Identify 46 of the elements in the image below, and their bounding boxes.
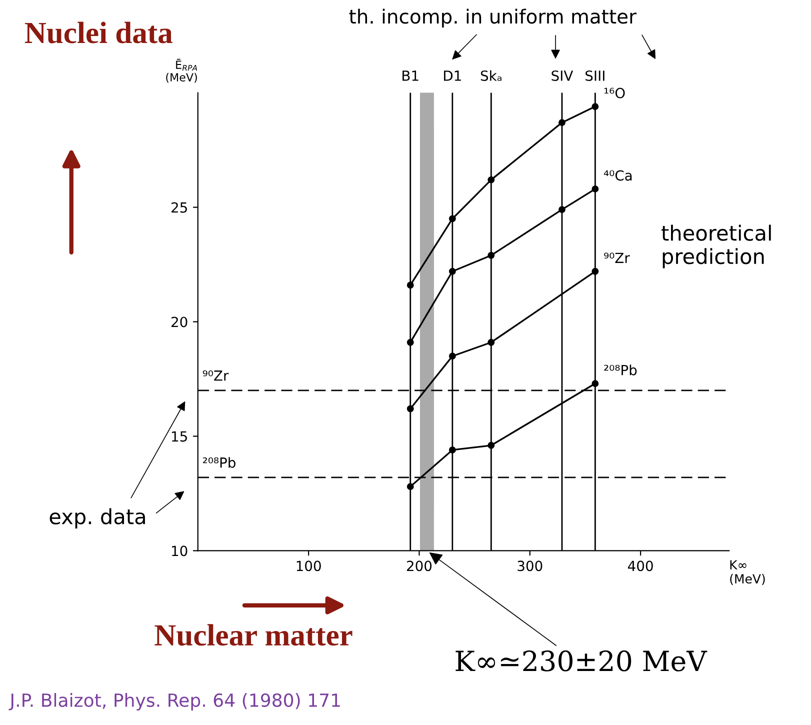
- ref-line-label: SIV: [552, 70, 574, 81]
- point: [592, 380, 599, 388]
- point: [488, 176, 495, 184]
- point: [488, 338, 495, 346]
- text: Nuclear matter: [154, 624, 352, 646]
- x-tick-label: 300: [518, 560, 542, 572]
- point: [448, 268, 456, 275]
- point: [448, 352, 456, 360]
- point: [592, 185, 599, 192]
- series-label: ¹⁶O: [604, 88, 625, 98]
- point: [558, 119, 566, 126]
- series-label: ⁴⁰Ca: [604, 170, 632, 181]
- y-axis-title: Ē$_{RPA}$ (MeV): [166, 58, 197, 83]
- text: exp. data: [50, 508, 145, 528]
- text: Nuclei data: [24, 22, 172, 44]
- x-tick-label: 400: [628, 560, 653, 572]
- point: [448, 215, 456, 222]
- annotation: theoretical prediction: [662, 224, 771, 268]
- point: [488, 442, 495, 449]
- ref-line-label: ⁹⁰Zr: [202, 370, 229, 381]
- point: [558, 206, 566, 214]
- x-tick-label: 200: [406, 560, 432, 572]
- x-tick-label: 100: [296, 560, 321, 572]
- y-tick-label: 25: [172, 202, 187, 213]
- ref-line-label: D1: [444, 70, 461, 81]
- x-axis-title: K∞ (MeV): [730, 560, 765, 586]
- y-tick-label: 10: [172, 546, 188, 556]
- ref-line-label: B1: [402, 70, 418, 81]
- text: th. incomp. in uniform matter: [349, 8, 637, 28]
- ref-line-label: Skₐ: [480, 70, 502, 81]
- point: [406, 483, 414, 490]
- series-label: ²⁰⁸Pb: [604, 364, 637, 376]
- point: [592, 103, 599, 110]
- y-tick-label: 20: [172, 316, 188, 328]
- ref-line-label: ²⁰⁸Pb: [202, 457, 236, 468]
- point: [406, 405, 414, 412]
- point: [592, 268, 599, 275]
- ref-line-label: SIII: [586, 70, 604, 81]
- point: [406, 282, 414, 289]
- point: [488, 252, 495, 259]
- text: J.P. Blaizot, Phys. Rep. 64 (1980) 171: [8, 693, 340, 710]
- y-tick-label: 15: [172, 431, 187, 442]
- point: [448, 446, 456, 454]
- annotation: K∞≃230±20 MeV: [456, 650, 708, 672]
- series-label: ⁹⁰Zr: [604, 252, 630, 263]
- point: [406, 338, 414, 346]
